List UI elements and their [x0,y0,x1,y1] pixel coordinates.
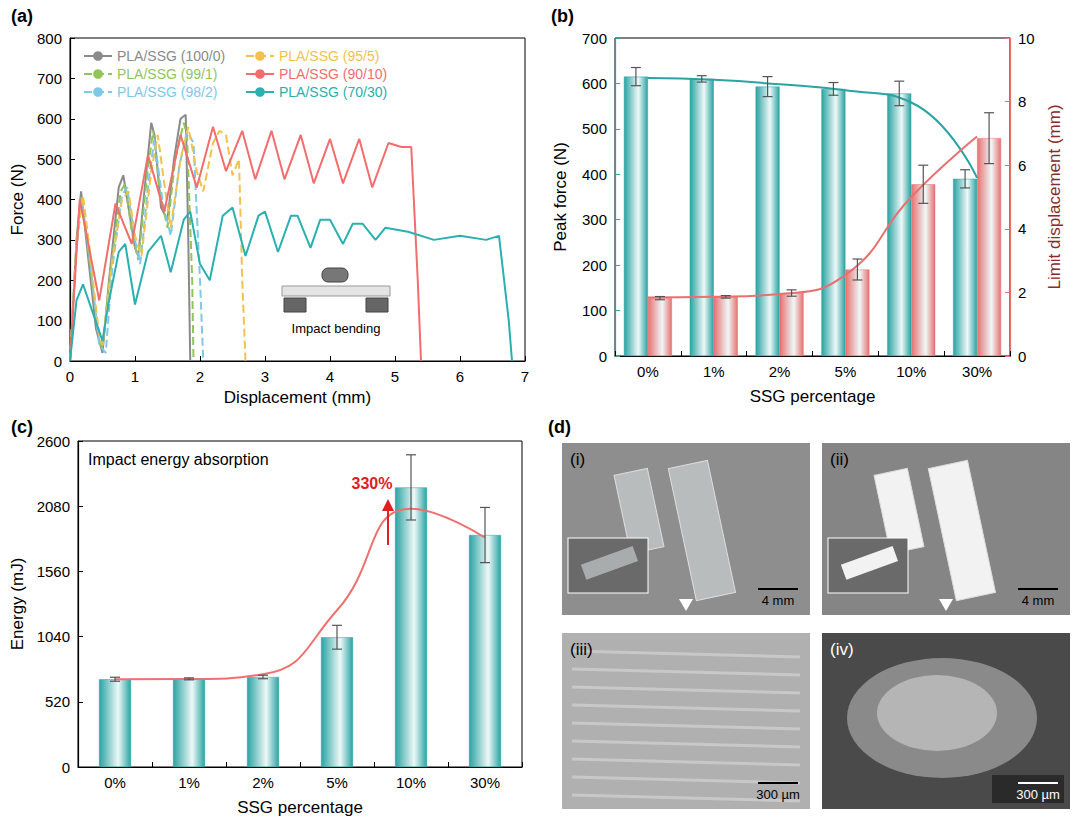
svg-text:0%: 0% [637,363,659,380]
svg-text:30%: 30% [962,363,992,380]
svg-text:10%: 10% [396,774,426,791]
svg-text:2%: 2% [769,363,791,380]
svg-text:500: 500 [582,120,607,137]
svg-text:Peak force (N): Peak force (N) [551,142,570,252]
svg-text:6: 6 [456,368,464,385]
svg-text:PLA/SSG (99/1): PLA/SSG (99/1) [117,66,217,82]
svg-text:PLA/SSG (95/5): PLA/SSG (95/5) [279,48,379,64]
svg-text:(iv): (iv) [830,640,854,659]
svg-text:1040: 1040 [37,628,70,645]
svg-text:500: 500 [37,151,62,168]
svg-text:0: 0 [62,759,70,776]
svg-text:Energy (mJ): Energy (mJ) [8,558,27,651]
svg-text:0: 0 [1018,348,1026,365]
svg-text:PLA/SSG (98/2): PLA/SSG (98/2) [117,84,217,100]
svg-text:(iii): (iii) [570,640,593,659]
svg-text:4: 4 [326,368,334,385]
svg-text:5%: 5% [326,774,348,791]
svg-text:330%: 330% [352,475,393,492]
svg-text:(i): (i) [570,450,585,469]
svg-text:Limit displacement (mm): Limit displacement (mm) [1045,104,1064,289]
svg-text:520: 520 [45,693,70,710]
svg-text:600: 600 [37,110,62,127]
svg-text:3: 3 [261,368,269,385]
svg-text:2600: 2600 [37,433,70,450]
svg-text:700: 700 [582,30,607,47]
svg-text:Force (N): Force (N) [8,164,27,236]
svg-text:1%: 1% [178,774,200,791]
svg-text:700: 700 [37,70,62,87]
svg-text:300: 300 [37,231,62,248]
svg-text:PLA/SSG (70/30): PLA/SSG (70/30) [279,84,387,100]
svg-text:300 µm: 300 µm [756,787,800,802]
svg-text:600: 600 [582,75,607,92]
svg-text:800: 800 [37,30,62,47]
svg-text:30%: 30% [470,774,500,791]
svg-text:0: 0 [54,353,62,370]
svg-text:0: 0 [599,348,607,365]
svg-text:(a): (a) [11,6,33,26]
svg-text:200: 200 [582,257,607,274]
svg-text:5: 5 [391,368,399,385]
svg-text:2: 2 [196,368,204,385]
svg-text:100: 100 [37,312,62,329]
svg-text:(ii): (ii) [830,450,849,469]
svg-text:8: 8 [1018,93,1026,110]
svg-text:1%: 1% [703,363,725,380]
svg-text:300 µm: 300 µm [1016,787,1060,802]
svg-text:10%: 10% [896,363,926,380]
svg-text:(c): (c) [11,417,33,437]
svg-text:4 mm: 4 mm [1022,593,1055,608]
svg-text:4 mm: 4 mm [762,593,795,608]
svg-text:300: 300 [582,211,607,228]
svg-text:2080: 2080 [37,498,70,515]
svg-text:PLA/SSG (100/0): PLA/SSG (100/0) [117,48,225,64]
svg-text:4: 4 [1018,220,1026,237]
svg-text:(d): (d) [548,417,571,437]
svg-text:100: 100 [582,302,607,319]
svg-text:400: 400 [582,166,607,183]
svg-text:2%: 2% [252,774,274,791]
svg-text:(b): (b) [551,6,574,26]
svg-text:1560: 1560 [37,563,70,580]
svg-text:0: 0 [66,368,74,385]
svg-text:0%: 0% [104,774,126,791]
svg-text:Impact energy absorption: Impact energy absorption [88,451,269,468]
svg-text:5%: 5% [835,363,857,380]
svg-text:PLA/SSG (90/10): PLA/SSG (90/10) [279,66,387,82]
svg-text:2: 2 [1018,284,1026,301]
svg-text:Impact bending: Impact bending [292,321,381,336]
svg-text:7: 7 [521,368,529,385]
svg-text:200: 200 [37,272,62,289]
svg-text:1: 1 [131,368,139,385]
svg-text:SSG percentage: SSG percentage [750,387,876,406]
svg-text:Displacement (mm): Displacement (mm) [224,388,371,407]
svg-text:SSG percentage: SSG percentage [237,798,363,817]
svg-text:10: 10 [1018,30,1035,47]
svg-text:400: 400 [37,191,62,208]
svg-text:6: 6 [1018,157,1026,174]
